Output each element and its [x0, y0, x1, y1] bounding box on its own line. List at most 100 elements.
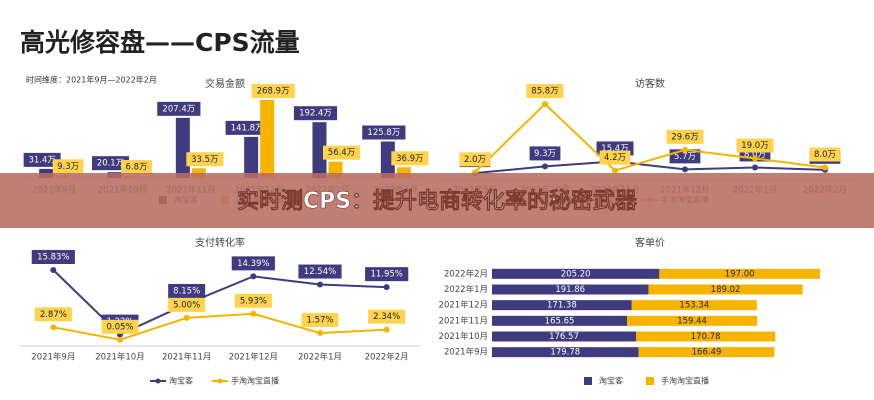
value-label-box: [526, 84, 564, 98]
value-label: 5.93%: [240, 296, 267, 306]
value-label-box: [459, 152, 491, 167]
chart-title: 访客数: [635, 77, 665, 90]
value-label-box: [362, 125, 406, 140]
legend-label: 手淘淘宝直播: [231, 376, 279, 386]
value-label: 192.4万: [299, 109, 332, 119]
value-label: 268.9万: [257, 87, 290, 97]
bar: [492, 268, 660, 279]
x-tick-label: 2021年10月: [95, 352, 144, 363]
line: [474, 160, 826, 175]
bar: [631, 300, 757, 311]
value-label: 176.57: [549, 332, 579, 342]
chart-title: 交易金额: [205, 77, 245, 90]
bar: [492, 284, 649, 295]
value-label: 0.05%: [106, 322, 133, 332]
value-label-box: [225, 120, 269, 135]
bar: [492, 347, 639, 358]
value-label: 29.6万: [671, 132, 698, 142]
y-tick-label: 2022年2月: [444, 268, 488, 279]
value-label-box: [736, 138, 774, 153]
value-label: 36.9万: [396, 154, 423, 164]
x-tick-label: 2021年11月: [162, 352, 211, 363]
value-label-box: [186, 152, 224, 167]
bar: [492, 300, 632, 311]
line: [474, 102, 826, 174]
value-label: 6.8万: [125, 163, 147, 173]
value-label: 14.39%: [237, 259, 269, 269]
value-label-box: [809, 147, 841, 162]
value-label-box: [157, 101, 201, 116]
value-label-box: [31, 250, 75, 264]
bar: [244, 136, 259, 178]
line: [53, 312, 387, 341]
banner-bg: [0, 173, 874, 228]
value-label-box: [666, 129, 704, 144]
value-label: 141.8万: [231, 123, 264, 133]
value-label: 33.5万: [191, 155, 218, 165]
value-label: 8.0万: [814, 150, 836, 160]
slide-subtitle: 时间维度：2021年9月—2022年2月: [26, 75, 157, 85]
point: [317, 281, 323, 288]
slide-title: 高光修容盘——CPS流量: [20, 28, 300, 57]
value-label: 191.86: [555, 285, 585, 295]
legend-label: 淘宝客: [169, 376, 193, 386]
bar: [396, 167, 411, 178]
point: [752, 164, 758, 171]
value-label: 166.49: [692, 348, 722, 358]
value-label-box: [34, 307, 72, 322]
value-label: 170.78: [691, 332, 721, 342]
legend-swatch: [584, 377, 592, 385]
value-label: 5.7万: [674, 152, 696, 162]
point: [250, 273, 257, 280]
value-label-box: [168, 283, 206, 298]
bar: [492, 315, 628, 326]
value-label: 179.78: [550, 348, 580, 358]
value-label-box: [52, 159, 84, 174]
bar: [260, 100, 275, 178]
bar: [492, 331, 636, 342]
value-label-box: [301, 313, 339, 328]
value-label: 2.87%: [40, 310, 67, 320]
value-label: 15.83%: [37, 253, 69, 263]
value-label: 2.34%: [373, 312, 400, 322]
y-tick-label: 2021年11月: [439, 315, 488, 326]
bar: [648, 284, 803, 295]
chart-title: 支付转化率: [195, 236, 245, 249]
point: [183, 314, 190, 321]
y-tick-label: 2022年1月: [444, 284, 488, 295]
value-label: 125.8万: [367, 128, 400, 138]
value-label: 85.8万: [531, 87, 558, 97]
value-label: 197.00: [725, 269, 755, 279]
y-tick-label: 2021年12月: [439, 300, 488, 311]
value-label-box: [231, 256, 275, 271]
x-tick-label: 2022年2月: [365, 352, 409, 363]
value-label-box: [599, 150, 631, 165]
legend-label: 淘宝客: [599, 376, 623, 386]
value-label-box: [251, 84, 295, 98]
value-label-box: [23, 152, 61, 167]
value-label-box: [234, 293, 272, 308]
point: [822, 164, 828, 171]
value-label: 31.4万: [28, 155, 55, 165]
value-label: 5.00%: [173, 300, 200, 310]
value-label-box: [293, 106, 338, 121]
value-label: 9.3万: [534, 149, 556, 159]
point: [542, 101, 548, 107]
value-label: 12.54%: [304, 267, 336, 277]
bar: [312, 122, 327, 178]
value-label: 2.0万: [464, 155, 486, 165]
value-label-box: [529, 146, 561, 161]
value-label: 159.44: [677, 316, 707, 326]
point: [682, 166, 688, 173]
bar: [635, 331, 776, 342]
bar: [659, 268, 820, 279]
legend-swatch: [155, 378, 161, 384]
value-label: 1.57%: [306, 316, 333, 326]
point: [250, 310, 257, 317]
value-label-box: [168, 297, 206, 312]
chart-title: 客单价: [635, 236, 665, 249]
legend-label: 手淘淘宝直播: [661, 376, 709, 386]
value-label: 165.65: [545, 316, 575, 326]
point: [542, 163, 548, 170]
